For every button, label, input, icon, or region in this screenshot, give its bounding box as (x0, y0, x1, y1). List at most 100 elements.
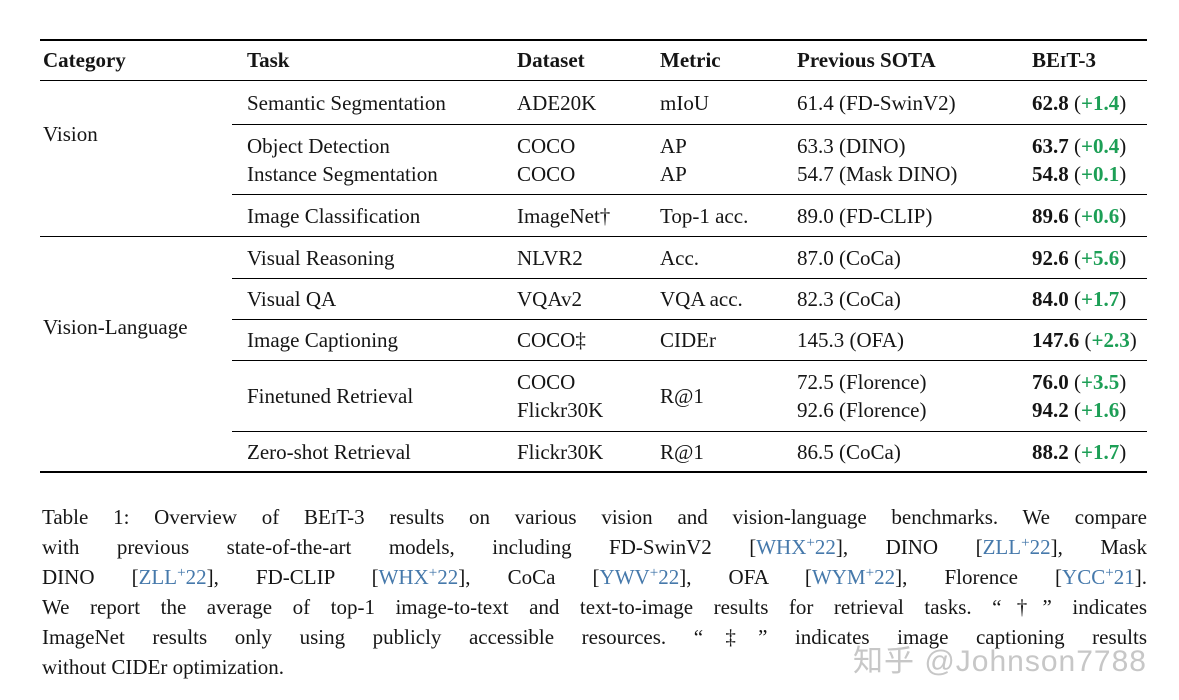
category-label: Vision-Language (43, 315, 188, 339)
dataset-cell: NLVR2 (517, 245, 583, 270)
previous-sota-cell: 86.5 (CoCa) (797, 439, 901, 464)
previous-sota-cell: 89.0 (FD-CLIP) (797, 203, 933, 228)
previous-sota-cell: 82.3 (CoCa) (797, 287, 901, 311)
beit3-result-cell: 62.8 (+1.4) (1032, 90, 1127, 115)
caption-text: DINO [ (42, 565, 139, 589)
metric-cell: R@1 (660, 384, 704, 408)
previous-sota-cell: 63.3 (DINO) 54.7 (Mask DINO) (797, 133, 958, 186)
table-header-row: Category Task Dataset Metric Previous SO… (40, 41, 1147, 81)
column-header-category: Category (40, 41, 232, 80)
beit3-result-cell: 88.2 (+1.7) (1032, 439, 1127, 464)
caption-line: We report the average of top-1 image-to-… (42, 592, 1147, 622)
previous-sota-cell: 87.0 (CoCa) (797, 245, 901, 270)
caption-line: without CIDEr optimization. (42, 652, 1147, 682)
beit3-result-cell: 63.7 (+0.4) 54.8 (+0.1) (1032, 133, 1127, 186)
citation-link[interactable]: ZLL (982, 535, 1022, 559)
citation-link[interactable]: YCC (1062, 565, 1106, 589)
task-cell: Image Classification (247, 203, 421, 228)
citation-link[interactable]: + (177, 565, 186, 582)
task-cell: Semantic Segmentation (247, 90, 446, 115)
metric-cell: VQA acc. (660, 287, 743, 311)
metric-cell: R@1 (660, 439, 704, 464)
metric-cell: CIDEr (660, 328, 716, 352)
caption-text: ], Florence [ (895, 565, 1063, 589)
column-header-label: Task (247, 48, 290, 72)
column-header-beit3: BEIT-3 (1017, 41, 1147, 80)
table-row: Semantic Segmentation ADE20K mIoU 61.4 (… (232, 81, 1147, 124)
caption-text: without CIDEr optimization. (42, 655, 285, 679)
caption-text: ], Mask (1050, 535, 1147, 559)
citation-link[interactable]: + (428, 565, 438, 582)
citation-link[interactable]: + (1105, 565, 1114, 582)
beit3-result-cell: 76.0 (+3.5) 94.2 (+1.6) (1032, 370, 1127, 422)
previous-sota-cell: 145.3 (OFA) (797, 328, 904, 352)
previous-sota-cell: 61.4 (FD-SwinV2) (797, 90, 956, 115)
beit3-result-cell: 92.6 (+5.6) (1032, 245, 1127, 270)
citation-link[interactable]: ZLL (138, 565, 178, 589)
caption-text: ]. (1134, 565, 1147, 589)
caption-text: I (330, 509, 337, 528)
metric-cell: Top-1 acc. (660, 203, 749, 228)
citation-link[interactable]: WYM (811, 565, 866, 589)
metric-cell: mIoU (660, 90, 709, 115)
citation-link[interactable]: + (865, 565, 875, 582)
category-block-vision: Vision Semantic Segmentation ADE20K mIoU… (40, 81, 1147, 236)
category-cell-vision-language: Vision-Language (40, 237, 232, 471)
category-label: Vision (43, 122, 98, 146)
citation-link[interactable]: YWV (599, 565, 650, 589)
citation-link[interactable]: 21 (1113, 565, 1135, 589)
citation-link[interactable]: WHX (756, 535, 807, 559)
dataset-cell: Flickr30K (517, 439, 604, 464)
beit3-result-cell: 89.6 (+0.6) (1032, 203, 1127, 228)
dataset-cell: ADE20K (517, 90, 597, 115)
category-block-vision-language: Vision-Language Visual Reasoning NLVR2 A… (40, 236, 1147, 471)
column-header-label: Metric (660, 48, 721, 72)
citation-link[interactable]: + (806, 535, 815, 552)
caption-text: ], OFA [ (679, 565, 812, 589)
caption-text: We report the average of top-1 image-to-… (42, 595, 1147, 619)
citation-link[interactable]: 22 (814, 535, 836, 559)
task-cell: Visual QA (247, 287, 337, 311)
table-row: Visual QA VQAv2 VQA acc. 82.3 (CoCa) 84.… (232, 278, 1147, 319)
caption-text: ImageNet results only using publicly acc… (42, 625, 1147, 649)
caption-text: ], DINO [ (835, 535, 983, 559)
previous-sota-cell: 72.5 (Florence) 92.6 (Florence) (797, 370, 927, 422)
column-header-metric: Metric (645, 41, 782, 80)
citation-link[interactable]: WHX (378, 565, 429, 589)
citation-link[interactable]: + (649, 565, 659, 582)
beit3-result-cell: 147.6 (+2.3) (1032, 328, 1137, 352)
caption-text: ], CoCa [ (458, 565, 600, 589)
citation-link[interactable]: 22 (185, 565, 207, 589)
dataset-cell: VQAv2 (517, 287, 582, 311)
caption-line: ImageNet results only using publicly acc… (42, 622, 1147, 652)
citation-link[interactable]: 22 (437, 565, 459, 589)
task-cell: Visual Reasoning (247, 245, 395, 270)
task-cell: Image Captioning (247, 328, 399, 352)
dataset-cell: ImageNet† (517, 203, 611, 228)
table-row: Object Detection Instance Segmentation C… (232, 124, 1147, 194)
table-row: Image Captioning COCO‡ CIDEr 145.3 (OFA)… (232, 319, 1147, 360)
column-header-task: Task (232, 41, 502, 80)
table-row: Visual Reasoning NLVR2 Acc. 87.0 (CoCa) … (232, 237, 1147, 278)
column-header-label: Category (43, 48, 126, 72)
task-cell: Zero-shot Retrieval (247, 439, 411, 464)
column-header-label: Previous SOTA (797, 48, 936, 72)
column-header-previous-sota: Previous SOTA (782, 41, 1017, 80)
citation-link[interactable]: 22 (658, 565, 680, 589)
dataset-cell: COCO Flickr30K (517, 370, 604, 422)
table-row: Image Classification ImageNet† Top-1 acc… (232, 194, 1147, 236)
citation-link[interactable]: 22 (1029, 535, 1051, 559)
caption-text: T-3 results on various vision and vision… (336, 505, 1147, 529)
citation-link[interactable]: 22 (874, 565, 896, 589)
caption-line: DINO [ZLL+22], FD-CLIP [WHX+22], CoCa [Y… (42, 562, 1147, 592)
results-table: Category Task Dataset Metric Previous SO… (40, 39, 1147, 473)
category-cell-vision: Vision (40, 81, 232, 236)
metric-cell: Acc. (660, 245, 700, 270)
caption-text: Table 1: Overview of BE (42, 505, 331, 529)
table-caption: Table 1: Overview of BEIT-3 results on v… (42, 502, 1147, 682)
citation-link[interactable]: + (1021, 535, 1030, 552)
column-header-label: Dataset (517, 48, 585, 72)
caption-line: with previous state-of-the-art models, i… (42, 532, 1147, 562)
task-cell: Object Detection Instance Segmentation (247, 133, 438, 186)
